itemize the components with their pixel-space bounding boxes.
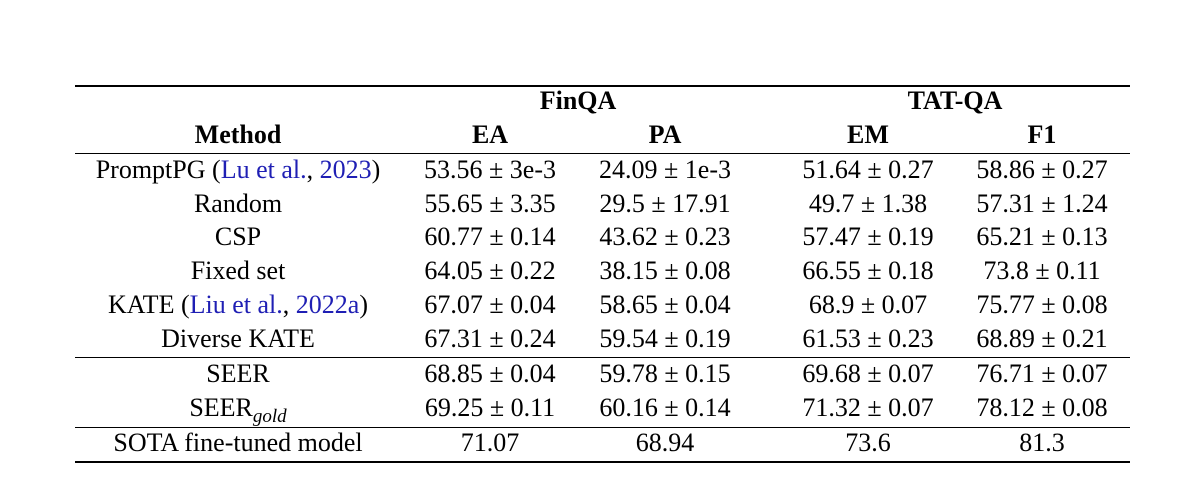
column-header-f1: F1	[1027, 120, 1057, 149]
table-cell-pa: 60.16 ± 0.14	[599, 393, 731, 422]
table-cell-pa: 38.15 ± 0.08	[599, 256, 731, 285]
table-cell-ea: 60.77 ± 0.14	[424, 222, 556, 251]
table-cell-ea: 67.31 ± 0.24	[424, 324, 556, 353]
header-rule	[75, 153, 1130, 154]
table-row-method: Diverse KATE	[161, 324, 315, 353]
table-cell-em: 49.7 ± 1.38	[808, 189, 928, 218]
table-cell-pa: 59.78 ± 0.15	[599, 359, 731, 388]
column-header-em: EM	[847, 120, 889, 149]
table-cell-pa: 58.65 ± 0.04	[599, 290, 731, 319]
table-cell-f1: 73.8 ± 0.11	[983, 256, 1101, 285]
table-cell-em: 71.32 ± 0.07	[802, 393, 934, 422]
table-cell-em: 68.9 ± 0.07	[808, 290, 928, 319]
table-cell-ea: 53.56 ± 3e-3	[424, 155, 556, 184]
column-header-pa: PA	[648, 120, 682, 149]
table-cell-em: 73.6	[845, 428, 891, 457]
table-cell-pa: 24.09 ± 1e-3	[599, 155, 731, 184]
table-row-method: SEER	[206, 359, 270, 388]
table-cell-ea: 69.25 ± 0.11	[424, 393, 556, 422]
method-subscript: gold	[252, 406, 287, 427]
table-cell-em: 51.64 ± 0.27	[802, 155, 934, 184]
table-cell-f1: 81.3	[1019, 428, 1065, 457]
table-cell-em: 69.68 ± 0.07	[802, 359, 934, 388]
table-row-method: CSP	[214, 222, 262, 251]
table-cell-ea: 55.65 ± 3.35	[424, 189, 556, 218]
table-cell-pa: 43.62 ± 0.23	[599, 222, 731, 251]
table-cell-f1: 58.86 ± 0.27	[976, 155, 1108, 184]
citation[interactable]: (Liu et al., 2022a)	[180, 290, 368, 319]
bottom-rule	[75, 461, 1130, 463]
section-rule	[75, 427, 1130, 428]
table-cell-em: 66.55 ± 0.18	[802, 256, 934, 285]
table-row-method: SOTA fine-tuned model	[113, 428, 363, 457]
table-cell-pa: 29.5 ± 17.91	[599, 189, 731, 218]
top-rule	[75, 85, 1130, 87]
table-cell-ea: 67.07 ± 0.04	[424, 290, 556, 319]
table-cell-pa: 59.54 ± 0.19	[599, 324, 731, 353]
citation[interactable]: (Lu et al., 2023)	[212, 155, 381, 184]
table-cell-em: 57.47 ± 0.19	[802, 222, 934, 251]
section-rule	[75, 357, 1130, 358]
table-cell-f1: 78.12 ± 0.08	[976, 393, 1108, 422]
table-cell-f1: 75.77 ± 0.08	[976, 290, 1108, 319]
table-cell-pa: 68.94	[635, 428, 695, 457]
table-cell-f1: 57.31 ± 1.24	[976, 189, 1108, 218]
table-cell-ea: 71.07	[460, 428, 520, 457]
column-header-ea: EA	[471, 120, 509, 149]
table-row-method: KATE (Liu et al., 2022a)	[108, 290, 368, 319]
column-header-method: Method	[194, 120, 282, 149]
table-cell-f1: 76.71 ± 0.07	[976, 359, 1108, 388]
table-cell-f1: 68.89 ± 0.21	[976, 324, 1108, 353]
table-cell-ea: 64.05 ± 0.22	[424, 256, 556, 285]
table-row-method: Fixed set	[190, 256, 286, 285]
group-header-tatqa: TAT-QA	[907, 86, 1003, 115]
table-cell-em: 61.53 ± 0.23	[802, 324, 934, 353]
table-cell-f1: 65.21 ± 0.13	[976, 222, 1108, 251]
table-row-method: Random	[193, 189, 283, 218]
group-header-finqa: FinQA	[539, 86, 617, 115]
table-cell-ea: 68.85 ± 0.04	[424, 359, 556, 388]
table-row-method: PromptPG (Lu et al., 2023)	[95, 155, 381, 184]
table-row-method: SEERgold	[189, 393, 287, 427]
